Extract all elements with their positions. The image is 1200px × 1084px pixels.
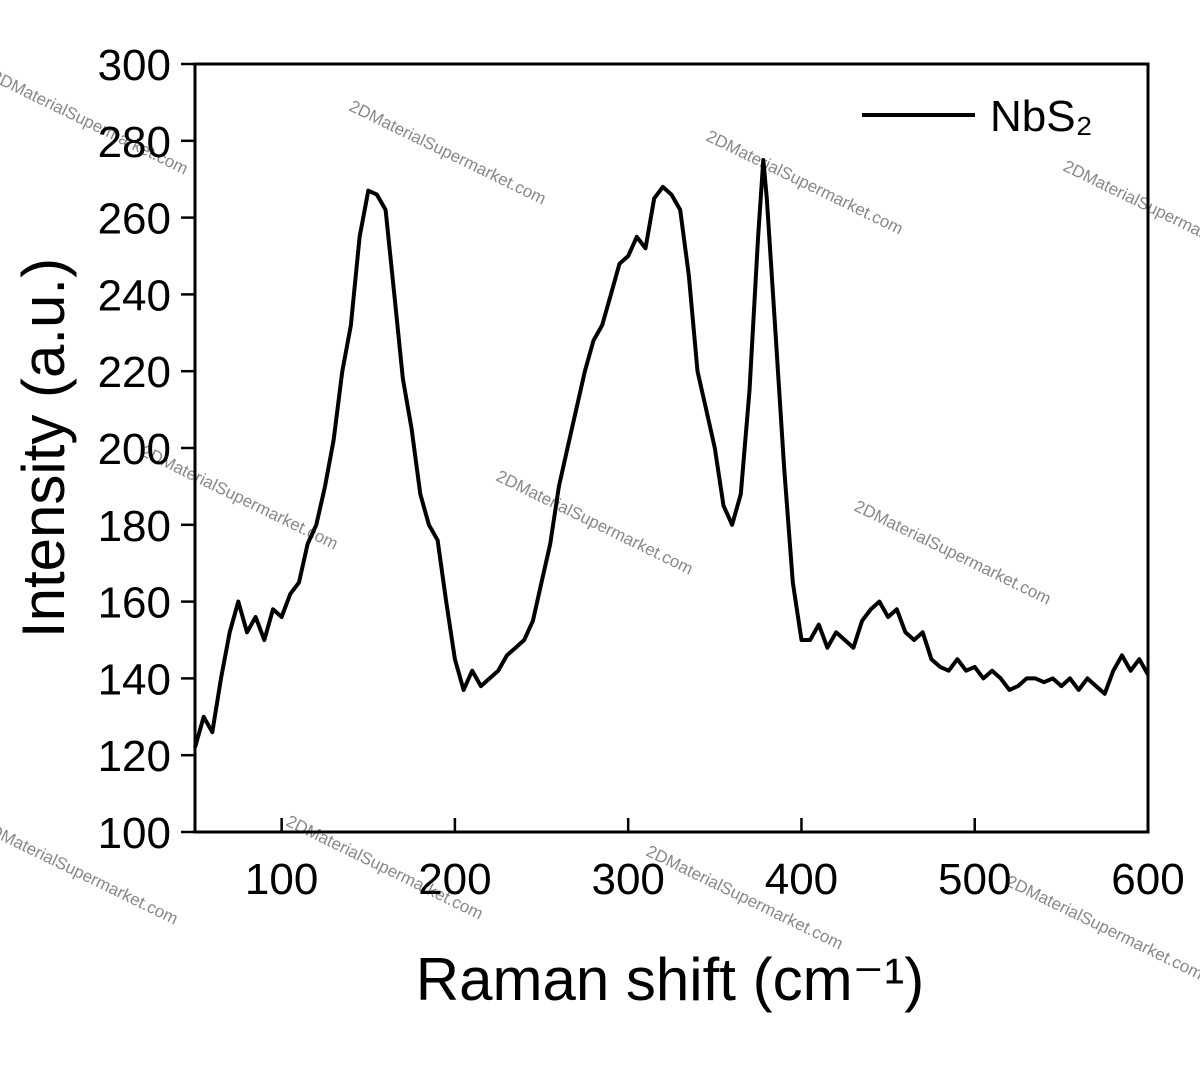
- watermark: 2DMaterialSupermarket.com: [1060, 157, 1200, 269]
- y-tick-label: 300: [98, 41, 171, 90]
- y-tick-label: 180: [98, 502, 171, 551]
- y-tick-label: 160: [98, 579, 171, 628]
- y-tick-label: 100: [98, 809, 171, 858]
- x-tick-label: 600: [1111, 855, 1184, 904]
- y-axis-title: Intensity (a.u.): [10, 258, 77, 638]
- watermark: 2DMaterialSupermarket.com: [346, 97, 549, 209]
- data-line: [193, 158, 1150, 749]
- plot-frame: [193, 62, 1150, 834]
- y-tick-label: 280: [98, 118, 171, 167]
- y-tick-label: 140: [98, 655, 171, 704]
- x-tick-label: 400: [765, 855, 838, 904]
- y-tick-label: 120: [98, 732, 171, 781]
- y-tick-label: 200: [98, 425, 171, 474]
- x-axis-title: Raman shift (cm⁻¹): [416, 946, 924, 1013]
- watermark: 2DMaterialSupermarket.com: [851, 497, 1054, 609]
- x-tick-label: 100: [245, 855, 318, 904]
- watermark: 2DMaterialSupermarket.com: [703, 127, 906, 239]
- legend-label: NbS₂: [990, 92, 1093, 141]
- y-tick-label: 260: [98, 195, 171, 244]
- y-tick-label: 220: [98, 348, 171, 397]
- x-tick-label: 300: [591, 855, 664, 904]
- y-tick-label: 240: [98, 271, 171, 320]
- x-tick-label: 500: [938, 855, 1011, 904]
- x-tick-label: 200: [418, 855, 491, 904]
- watermark: 2DMaterialSupermarket.com: [493, 467, 696, 579]
